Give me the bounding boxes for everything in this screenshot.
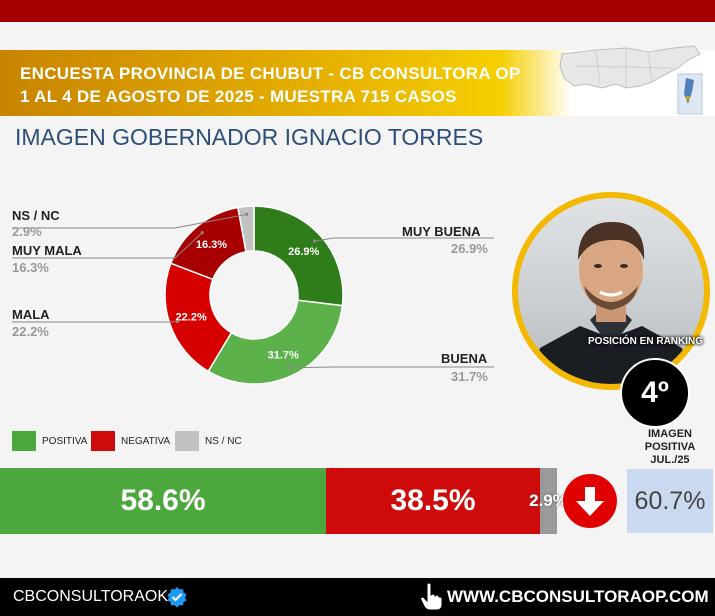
legend-swatch-negative [91, 431, 115, 451]
donut-chart: 26.9% 31.7% 22.2% 16.3% [12, 205, 494, 385]
trend-down-indicator [563, 474, 617, 528]
category-value-buena: 31.7% [451, 369, 488, 384]
arrow-down-icon [576, 487, 604, 516]
legend-swatch-positive [12, 431, 36, 451]
category-name-buena: BUENA [441, 351, 488, 366]
previous-positive-box: 60.7% [627, 469, 713, 533]
province-map-icon [559, 45, 703, 115]
positive-bar: 58.6% [0, 468, 326, 534]
website-url[interactable]: WWW.CBCONSULTORAOP.COM [447, 587, 709, 606]
legend-swatch-ns-nc [175, 431, 199, 451]
leader-line-mala [12, 320, 178, 323]
leader-dot-ns-nc [245, 212, 249, 216]
negative-bar-value: 38.5% [390, 484, 476, 517]
ns-nc-bar: 2.9% [529, 468, 568, 534]
donut-slice-ns-nc [236, 205, 255, 253]
category-value-muy-buena: 26.9% [451, 241, 488, 256]
category-name-mala: MALA [12, 307, 50, 322]
category-name-muy-mala: MUY MALA [12, 243, 82, 258]
negative-bar: 38.5% [326, 468, 540, 534]
previous-image-header: IMAGEN POSITIVA JUL./25 [628, 428, 712, 467]
category-name-ns-nc: NS / NC [12, 208, 60, 223]
legend-label-negative: NEGATIVA [121, 435, 171, 447]
category-value-muy-mala: 16.3% [12, 260, 49, 275]
ranking-position-badge: 4º [620, 358, 690, 428]
category-name-muy-buena: MUY BUENA [402, 224, 481, 239]
legend-positive: POSITIVA [12, 431, 87, 451]
positive-bar-value: 58.6% [120, 484, 206, 517]
ns-nc-bar-value: 2.9% [529, 491, 568, 510]
previous-positive-value: 60.7% [634, 486, 706, 515]
leader-line-muy-buena [314, 237, 494, 242]
legend-ns-nc: NS / NC [175, 431, 242, 451]
legend-label-positive: POSITIVA [42, 435, 88, 447]
footer-bar [0, 578, 715, 616]
leader-dot-mala [175, 319, 180, 324]
donut-label-muy-mala: 16.3% [196, 239, 227, 251]
previous-header-line3: JUL./25 [650, 454, 690, 466]
previous-header-line2: POSITIVA [644, 441, 696, 453]
donut-slice-muy-buena [253, 205, 344, 307]
governor-photo [512, 192, 710, 390]
leader-dot-muy-mala [200, 231, 204, 235]
verified-badge-icon [167, 587, 187, 608]
legend-negative: NEGATIVA [91, 431, 170, 451]
category-value-ns-nc: 2.9% [12, 224, 42, 239]
donut-label-mala: 22.2% [176, 312, 207, 324]
previous-header-line1: IMAGEN [648, 428, 692, 440]
social-handle[interactable]: CBCONSULTORAOK [13, 588, 168, 605]
top-bar [0, 0, 715, 22]
leader-line-muy-mala [12, 232, 203, 259]
category-value-mala: 22.2% [12, 324, 49, 339]
survey-title: ENCUESTA PROVINCIA DE CHUBUT - CB CONSUL… [20, 64, 521, 83]
donut-label-buena: 31.7% [268, 350, 299, 362]
leader-line-ns-nc [12, 213, 247, 229]
leader-line-buena [289, 366, 494, 369]
donut-label-muy-buena: 26.9% [288, 246, 319, 258]
chart-title: IMAGEN GOBERNADOR IGNACIO TORRES [15, 124, 484, 150]
ranking-label: POSICIÓN EN RANKING [588, 336, 704, 347]
ranking-position: 4º [641, 376, 669, 409]
leader-dot-buena [288, 366, 292, 370]
survey-dates: 1 AL 4 DE AGOSTO DE 2025 - MUESTRA 715 C… [20, 87, 457, 106]
donut-slice-buena [207, 299, 344, 385]
legend-label-ns-nc: NS / NC [205, 435, 242, 447]
portrait-icon [528, 222, 694, 384]
hand-pointer-icon [420, 582, 443, 611]
leader-dot-muy-buena [312, 239, 317, 243]
